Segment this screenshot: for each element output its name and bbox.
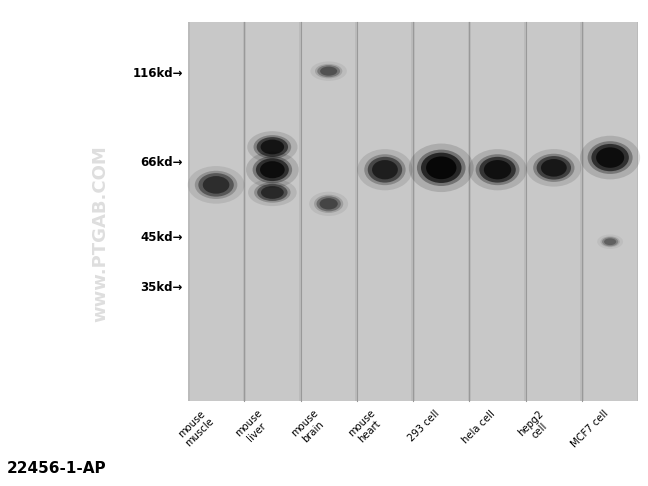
Text: 116kd→: 116kd→ [132,67,183,80]
Ellipse shape [421,153,461,183]
Ellipse shape [526,149,581,187]
Ellipse shape [601,236,620,247]
Ellipse shape [316,196,341,211]
Ellipse shape [409,143,474,192]
Bar [189,22,242,401]
Bar [302,22,355,401]
Ellipse shape [367,157,402,183]
Ellipse shape [597,234,623,249]
Ellipse shape [261,186,284,199]
Bar [415,22,468,401]
Bar [358,22,411,401]
Ellipse shape [315,64,342,78]
Ellipse shape [588,141,632,174]
Ellipse shape [318,65,340,77]
Text: MCF7 cell: MCF7 cell [569,408,610,450]
Text: 66kd→: 66kd→ [140,156,183,169]
Text: hepg2
cell: hepg2 cell [516,408,554,446]
Text: mouse
brain: mouse brain [290,408,329,447]
Ellipse shape [319,198,338,209]
Ellipse shape [253,135,291,159]
Text: mouse
liver: mouse liver [233,408,272,447]
Ellipse shape [260,139,284,155]
Ellipse shape [541,159,567,176]
Ellipse shape [484,160,511,179]
Ellipse shape [257,184,288,201]
Ellipse shape [596,147,624,168]
Ellipse shape [248,179,297,206]
Text: 22456-1-AP: 22456-1-AP [6,461,106,476]
Text: mouse
heart: mouse heart [346,408,385,447]
Text: hela cell: hela cell [461,408,498,445]
Ellipse shape [480,157,516,183]
Ellipse shape [320,67,337,76]
Ellipse shape [426,156,456,179]
Ellipse shape [253,156,292,183]
Ellipse shape [198,173,234,197]
Ellipse shape [248,131,297,163]
Ellipse shape [309,191,348,216]
Ellipse shape [592,144,629,171]
Ellipse shape [372,160,398,179]
Ellipse shape [314,195,343,213]
Text: www.PTGAB.COM: www.PTGAB.COM [91,145,110,322]
Ellipse shape [476,154,520,185]
Bar [471,22,524,401]
Ellipse shape [203,176,229,194]
Ellipse shape [537,156,571,179]
Ellipse shape [417,150,465,186]
Ellipse shape [254,182,290,203]
Ellipse shape [195,171,237,199]
Ellipse shape [602,237,618,246]
Bar [188,22,638,401]
Ellipse shape [580,136,640,179]
Ellipse shape [604,238,616,245]
Ellipse shape [533,154,575,182]
Bar [527,22,581,401]
Ellipse shape [246,152,299,188]
Ellipse shape [188,166,244,204]
Text: 45kd→: 45kd→ [140,231,183,244]
Bar [246,22,299,401]
Ellipse shape [310,61,347,81]
Ellipse shape [469,149,527,191]
Text: 293 cell: 293 cell [406,408,441,443]
Ellipse shape [358,149,413,191]
Text: 35kd→: 35kd→ [141,281,183,294]
Bar [584,22,636,401]
Text: mouse
muscle: mouse muscle [176,408,216,449]
Ellipse shape [256,158,289,181]
Ellipse shape [257,137,288,157]
Ellipse shape [260,161,284,178]
Ellipse shape [364,154,406,185]
